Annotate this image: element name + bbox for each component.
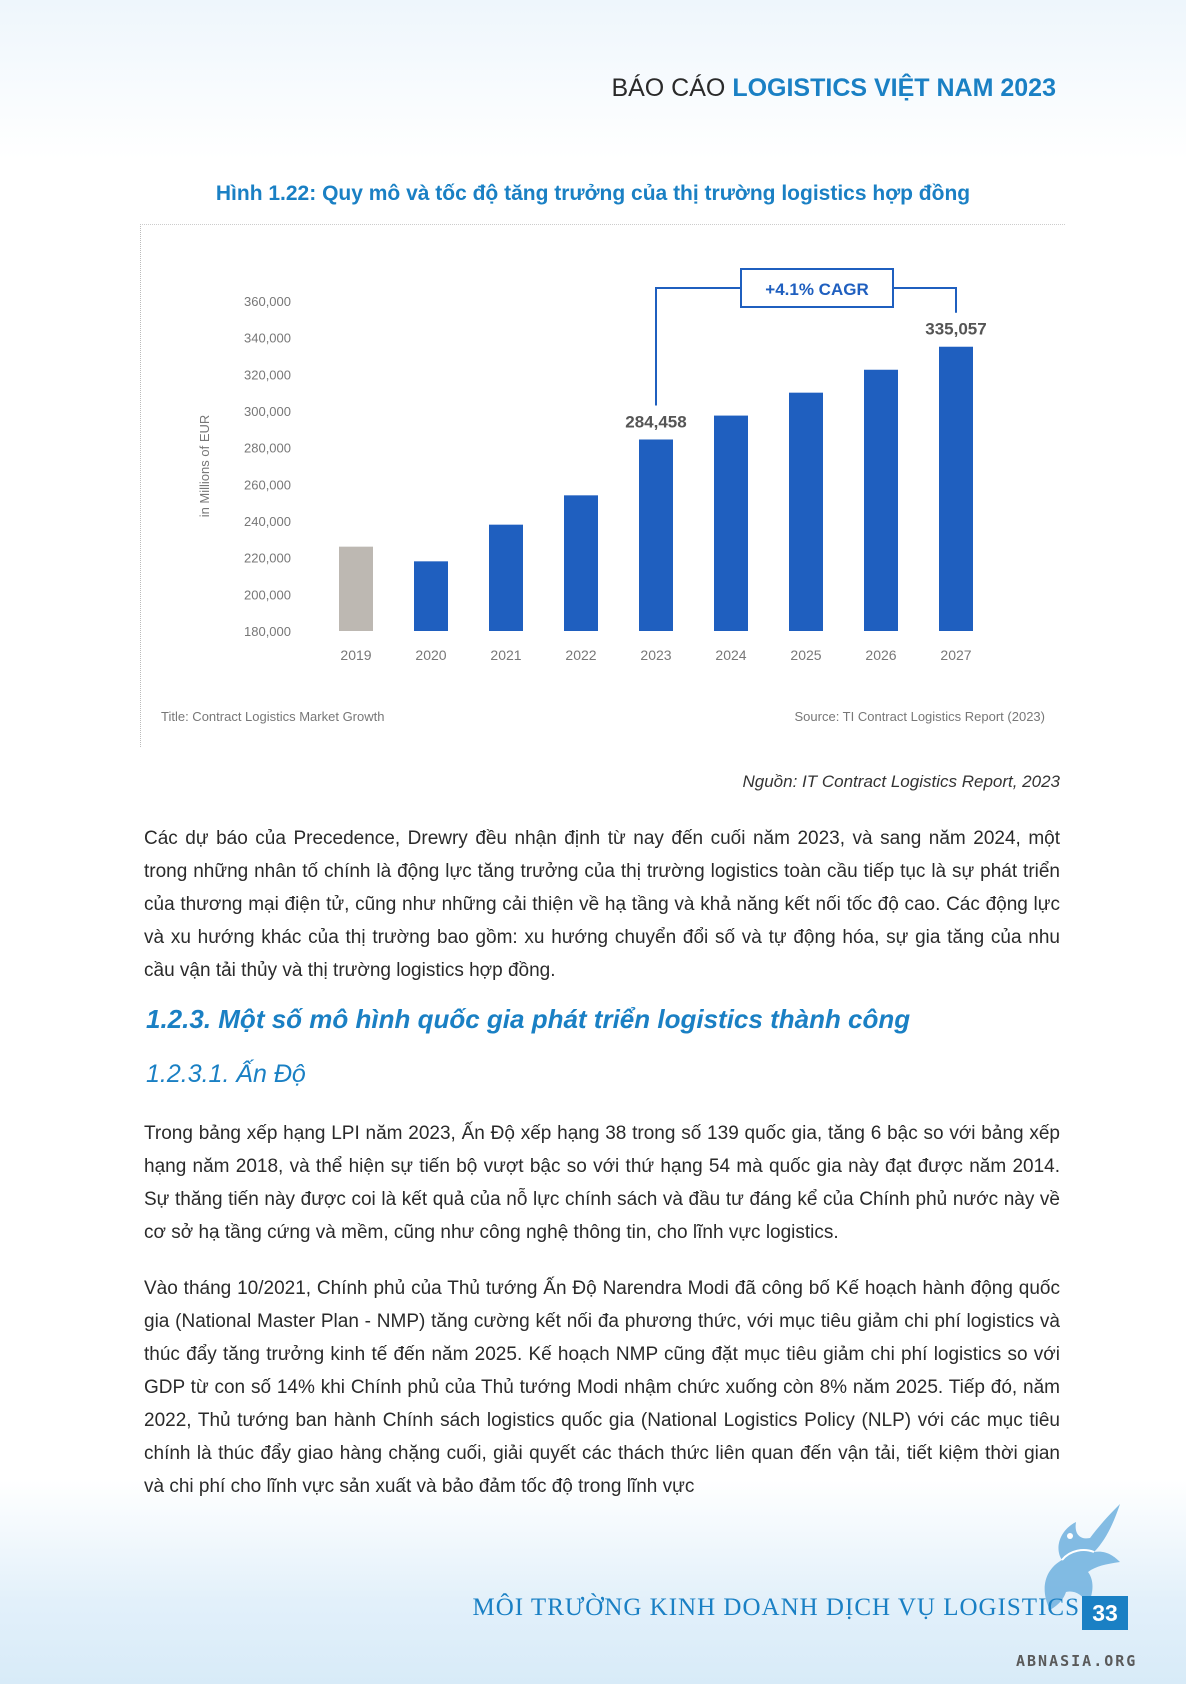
y-tick-label: 300,000 xyxy=(244,404,291,419)
x-tick-label: 2022 xyxy=(565,647,596,663)
cagr-annotation: +4.1% CAGR xyxy=(765,280,868,299)
cagr-box xyxy=(740,268,894,308)
paragraph-india-nmp: Vào tháng 10/2021, Chính phủ của Thủ tướ… xyxy=(144,1278,1060,1497)
cagr-bracket-left xyxy=(655,287,741,406)
bar-2019 xyxy=(339,546,373,631)
x-tick-label: 2024 xyxy=(715,647,746,663)
data-label-2027: 335,057 xyxy=(925,320,986,339)
bar-2021 xyxy=(489,524,523,631)
bar-2027 xyxy=(939,346,973,631)
y-tick-label: 220,000 xyxy=(244,551,291,566)
subsection-heading: 1.2.3.1. Ấn Độ xyxy=(146,1060,306,1088)
figure-source-note: Nguồn: IT Contract Logistics Report, 202… xyxy=(742,772,1061,791)
data-label-2023: 284,458 xyxy=(625,412,686,431)
header-background xyxy=(0,0,1186,160)
bar-2022 xyxy=(564,495,598,631)
report-header-prefix: BÁO CÁO xyxy=(611,74,726,102)
bar-2023 xyxy=(639,439,673,631)
chart-title-note: Title: Contract Logistics Market Growth xyxy=(161,709,384,724)
griffin-logo-icon xyxy=(1044,1504,1120,1610)
y-tick-label: 240,000 xyxy=(244,514,291,529)
y-tick-label: 200,000 xyxy=(244,587,291,602)
figure-caption: Hình 1.22: Quy mô và tốc độ tăng trưởng … xyxy=(215,182,971,205)
bar-2026 xyxy=(864,369,898,631)
page-number: 33 xyxy=(1082,1596,1128,1630)
bar-2024 xyxy=(714,415,748,631)
x-tick-label: 2023 xyxy=(640,647,671,663)
report-header-title: LOGISTICS VIỆT NAM 2023 xyxy=(732,74,1056,102)
bar-chart: 180,000 200,000 220,000 240,000 260,000 280,0… xyxy=(161,268,1046,724)
x-tick-label: 2025 xyxy=(790,647,821,663)
y-tick-label: 360,000 xyxy=(244,294,291,309)
y-axis-label: in Millions of EUR xyxy=(197,415,212,518)
bar-2020 xyxy=(414,561,448,631)
x-tick-label: 2026 xyxy=(865,647,896,663)
footer-background xyxy=(0,1480,1186,1684)
y-tick-label: 260,000 xyxy=(244,477,291,492)
chart-container: 180,000 200,000 220,000 240,000 260,000 280,0… xyxy=(140,224,1065,747)
y-tick-label: 180,000 xyxy=(244,624,291,639)
footer-title: MÔI TRƯỜNG KINH DOANH DỊCH VỤ LOGISTICS xyxy=(472,1594,1080,1621)
cagr-bracket-right xyxy=(893,287,957,313)
x-tick-label: 2020 xyxy=(415,647,446,663)
section-heading: 1.2.3. Một số mô hình quốc gia phát triể… xyxy=(146,1004,911,1034)
chart-source-note: Source: TI Contract Logistics Report (20… xyxy=(795,709,1046,724)
y-tick-label: 340,000 xyxy=(244,331,291,346)
paragraph-market-drivers: Các dự báo của Precedence, Drewry đều nh… xyxy=(144,828,1060,981)
x-tick-label: 2019 xyxy=(340,647,371,663)
x-tick-label: 2021 xyxy=(490,647,521,663)
bar-2025 xyxy=(789,392,823,631)
paragraph-india-lpi: Trong bảng xếp hạng LPI năm 2023, Ấn Độ … xyxy=(144,1123,1060,1243)
y-tick-label: 280,000 xyxy=(244,441,291,456)
watermark-text: ABNASIA.ORG xyxy=(1016,1652,1138,1670)
report-header: BÁO CÁO LOGISTICS VIỆT NAM 2023 xyxy=(611,74,1056,103)
y-tick-label: 320,000 xyxy=(244,367,291,382)
x-tick-label: 2027 xyxy=(940,647,971,663)
